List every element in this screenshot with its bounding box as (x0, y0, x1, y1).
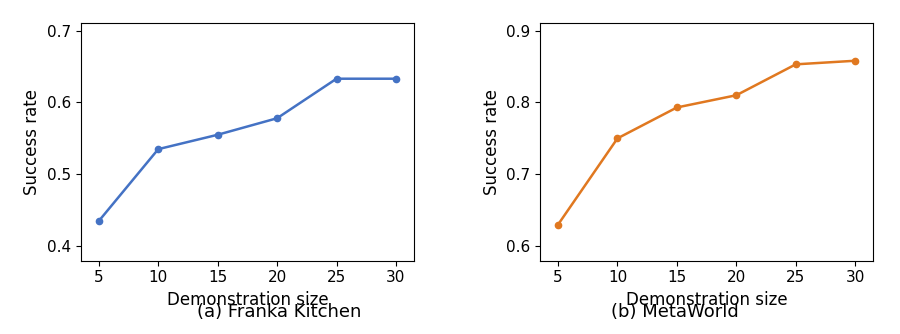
Text: (b) MetaWorld: (b) MetaWorld (611, 303, 739, 321)
Y-axis label: Success rate: Success rate (23, 89, 41, 195)
Text: (a) Franka Kitchen: (a) Franka Kitchen (197, 303, 361, 321)
Y-axis label: Success rate: Success rate (482, 89, 500, 195)
X-axis label: Demonstration size: Demonstration size (626, 291, 788, 309)
X-axis label: Demonstration size: Demonstration size (166, 291, 328, 309)
